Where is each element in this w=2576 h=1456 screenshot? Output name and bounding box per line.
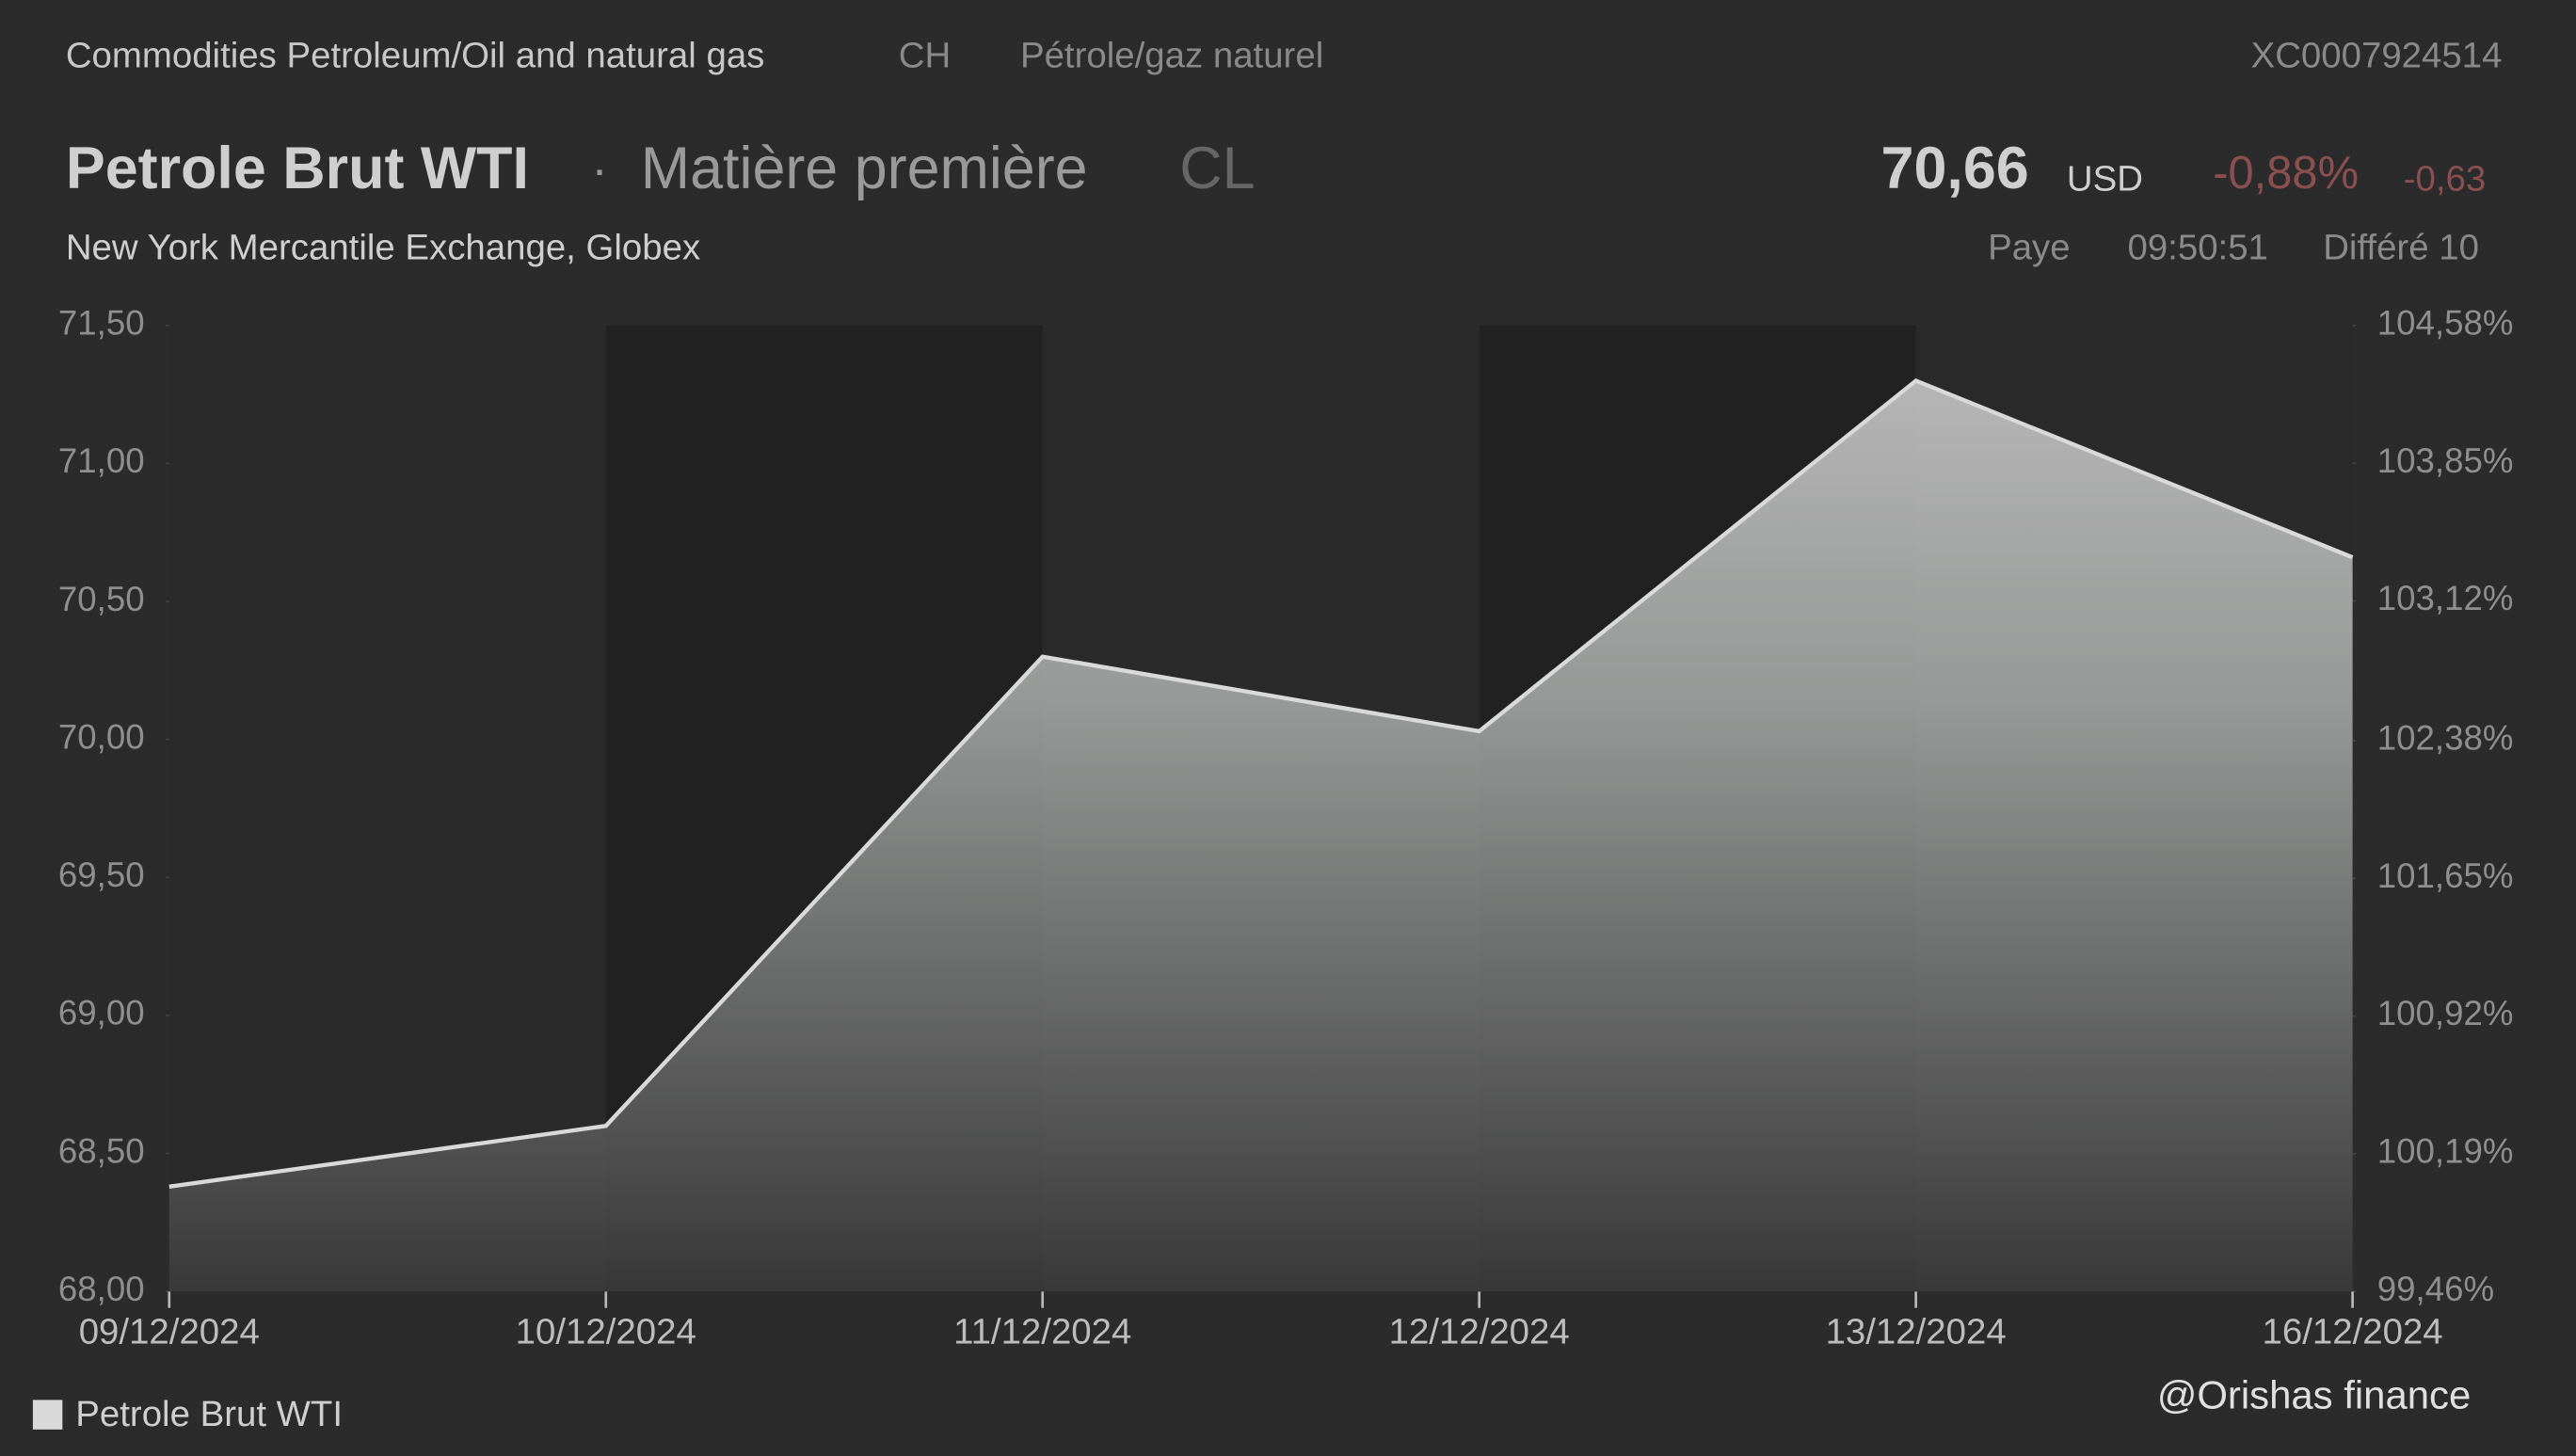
y2-tick-label: 103,12% <box>2377 579 2514 617</box>
currency: USD <box>2067 158 2143 199</box>
category-fr: Pétrole/gaz naturel <box>1020 35 1323 75</box>
x-tick-label: 12/12/2024 <box>1389 1312 1570 1352</box>
separator: · <box>591 142 607 197</box>
x-tick-label: 10/12/2024 <box>516 1312 696 1352</box>
x-tick-label: 09/12/2024 <box>79 1312 260 1352</box>
x-tick-label: 11/12/2024 <box>953 1312 1131 1352</box>
change: -0,63 <box>2404 158 2487 199</box>
y-tick-label: 70,00 <box>58 717 145 756</box>
time: 09:50:51 <box>2127 228 2267 268</box>
y2-tick-label: 102,38% <box>2377 719 2514 758</box>
isin: XC0007924514 <box>2251 35 2503 75</box>
y-tick-label: 69,00 <box>58 994 145 1032</box>
y2-tick-label: 99,46% <box>2377 1270 2494 1308</box>
symbol: CL <box>1179 136 1255 201</box>
y2-tick-label: 101,65% <box>2377 856 2514 895</box>
y-tick-label: 68,50 <box>58 1131 145 1170</box>
exchange: New York Mercantile Exchange, Globex <box>66 228 700 268</box>
area <box>168 380 2353 1292</box>
y-tick-label: 71,00 <box>58 441 145 480</box>
instrument-kind: Matière première <box>641 136 1088 201</box>
y2-tick-label: 104,58% <box>2377 304 2514 343</box>
country: CH <box>899 35 951 75</box>
price: 70,66 <box>1881 136 2029 201</box>
y-tick-label: 70,50 <box>58 580 145 618</box>
category: Commodities Petroleum/Oil and natural ga… <box>66 35 765 75</box>
x-tick-label: 13/12/2024 <box>1826 1312 2007 1352</box>
y2-tick-label: 103,85% <box>2377 441 2514 480</box>
plot-band <box>168 325 606 1292</box>
y2-tick-label: 100,19% <box>2377 1132 2514 1171</box>
legend-label: Petrole Brut WTI <box>75 1394 343 1434</box>
y-tick-label: 68,00 <box>58 1270 145 1308</box>
y-tick-label: 69,50 <box>58 856 145 894</box>
state: Paye <box>1988 228 2071 268</box>
watermark: @Orishas finance <box>2157 1373 2471 1417</box>
change-pct: -0,88% <box>2213 148 2359 199</box>
x-tick-label: 16/12/2024 <box>2263 1312 2443 1352</box>
y-tick-label: 71,50 <box>58 304 145 343</box>
legend-swatch <box>32 1400 63 1430</box>
instrument-name: Petrole Brut WTI <box>66 136 529 201</box>
delay: Différé 10 <box>2323 228 2479 268</box>
line <box>168 377 2354 1189</box>
y2-tick-label: 100,92% <box>2377 994 2514 1032</box>
